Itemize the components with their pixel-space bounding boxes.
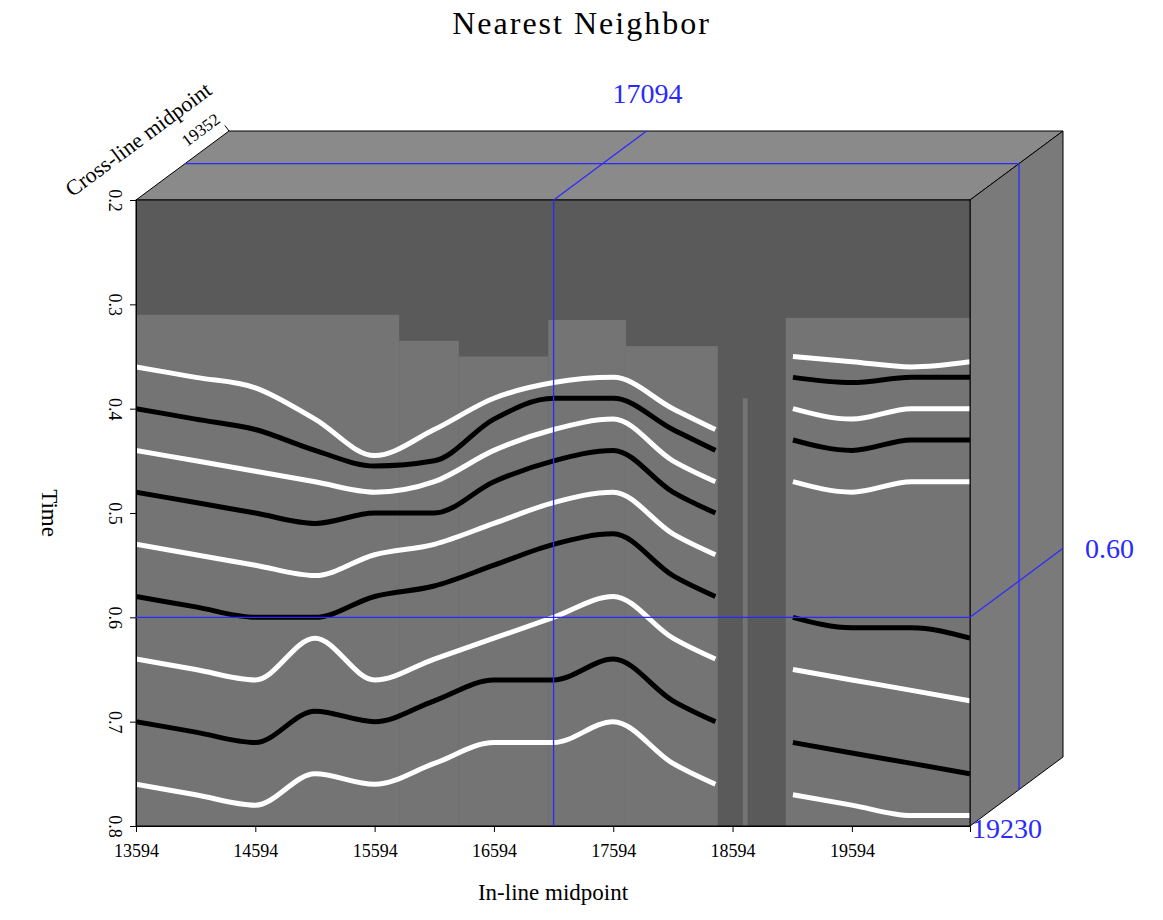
y-tick-label: 0.8 [105, 815, 125, 838]
side-face [970, 131, 1063, 826]
y-tick-mark [130, 200, 136, 201]
front-frame [136, 200, 970, 826]
y-tick: 0.5 [105, 502, 136, 525]
x-tick-label: 13594 [114, 841, 159, 861]
y-tick-label: 0.3 [105, 294, 125, 317]
time-crosshair [136, 617, 970, 618]
x-tick-mark [375, 826, 376, 832]
time-crosshair-label: 0.60 [1085, 533, 1134, 564]
x-tick-label: 18594 [711, 841, 756, 861]
data-region [743, 398, 748, 826]
crossline-crosshair-side [1018, 164, 1019, 790]
x-tick-label: 15594 [353, 841, 398, 861]
y-tick: 0.8 [105, 815, 136, 838]
y-tick-label: 0.2 [105, 189, 125, 212]
front-face [136, 200, 970, 826]
x-tick-mark [255, 826, 256, 832]
x-tick-label: 16594 [472, 841, 517, 861]
x-axis: 13594 14594 15594 16594 17594 18594 19594 [114, 826, 971, 861]
data-region [626, 346, 718, 826]
y-tick-mark [130, 304, 136, 305]
inline-crosshair [553, 200, 554, 826]
chart: 135941459415594165941759418594195940.20.… [0, 0, 1163, 920]
y-axis-title: Time [37, 489, 62, 537]
y-tick: 0.6 [105, 607, 136, 630]
y-tick-mark [130, 409, 136, 410]
inline-crosshair-top [554, 131, 647, 200]
y-tick: 0.7 [105, 711, 136, 734]
x-tick-label: 19594 [830, 841, 875, 861]
x-axis-title: In-line midpoint [478, 880, 629, 905]
y-tick-label: 0.5 [105, 502, 125, 525]
z-axis-title: Cross-line midpoint [60, 77, 216, 202]
data-region [786, 318, 970, 826]
y-axis: 0.2 0.3 0.4 0.5 0.6 0.7 0.8 [105, 189, 137, 838]
x-axis-line [137, 827, 971, 833]
time-crosshair-side [970, 548, 1063, 617]
crosshairs [136, 131, 1063, 826]
y-axis-line [130, 201, 137, 827]
x-tick-mark [494, 826, 495, 832]
x-tick: 17594 [591, 826, 636, 861]
x-tick: 14594 [233, 826, 278, 861]
y-tick: 0.3 [105, 294, 136, 317]
x-tick: 18594 [711, 826, 756, 861]
crossline-crosshair-label: 19230 [972, 813, 1042, 844]
x-tick-mark [852, 826, 853, 832]
y-tick-label: 0.7 [105, 711, 125, 734]
y-tick-mark [130, 722, 136, 723]
data-region [459, 357, 548, 827]
top-face [136, 131, 1063, 200]
title: Nearest Neighbor [452, 5, 711, 41]
x-tick-label: 17594 [591, 841, 636, 861]
inline-crosshair-label: 17094 [613, 78, 683, 109]
x-tick-mark [733, 826, 734, 832]
y-tick-mark [130, 513, 136, 514]
y-tick-mark [130, 617, 136, 618]
y-tick: 0.4 [105, 398, 136, 421]
x-tick: 16594 [472, 826, 517, 861]
crossline-crosshair-top [185, 163, 1019, 164]
x-tick: 19594 [830, 826, 875, 861]
z-tick-mark [225, 125, 229, 131]
y-tick-label: 0.4 [105, 398, 125, 421]
x-tick-mark [613, 826, 614, 832]
y-tick-label: 0.6 [105, 607, 125, 630]
x-tick: 15594 [353, 826, 398, 861]
y-tick-mark [130, 826, 136, 827]
x-tick-label: 14594 [233, 841, 278, 861]
y-tick: 0.2 [105, 189, 136, 212]
